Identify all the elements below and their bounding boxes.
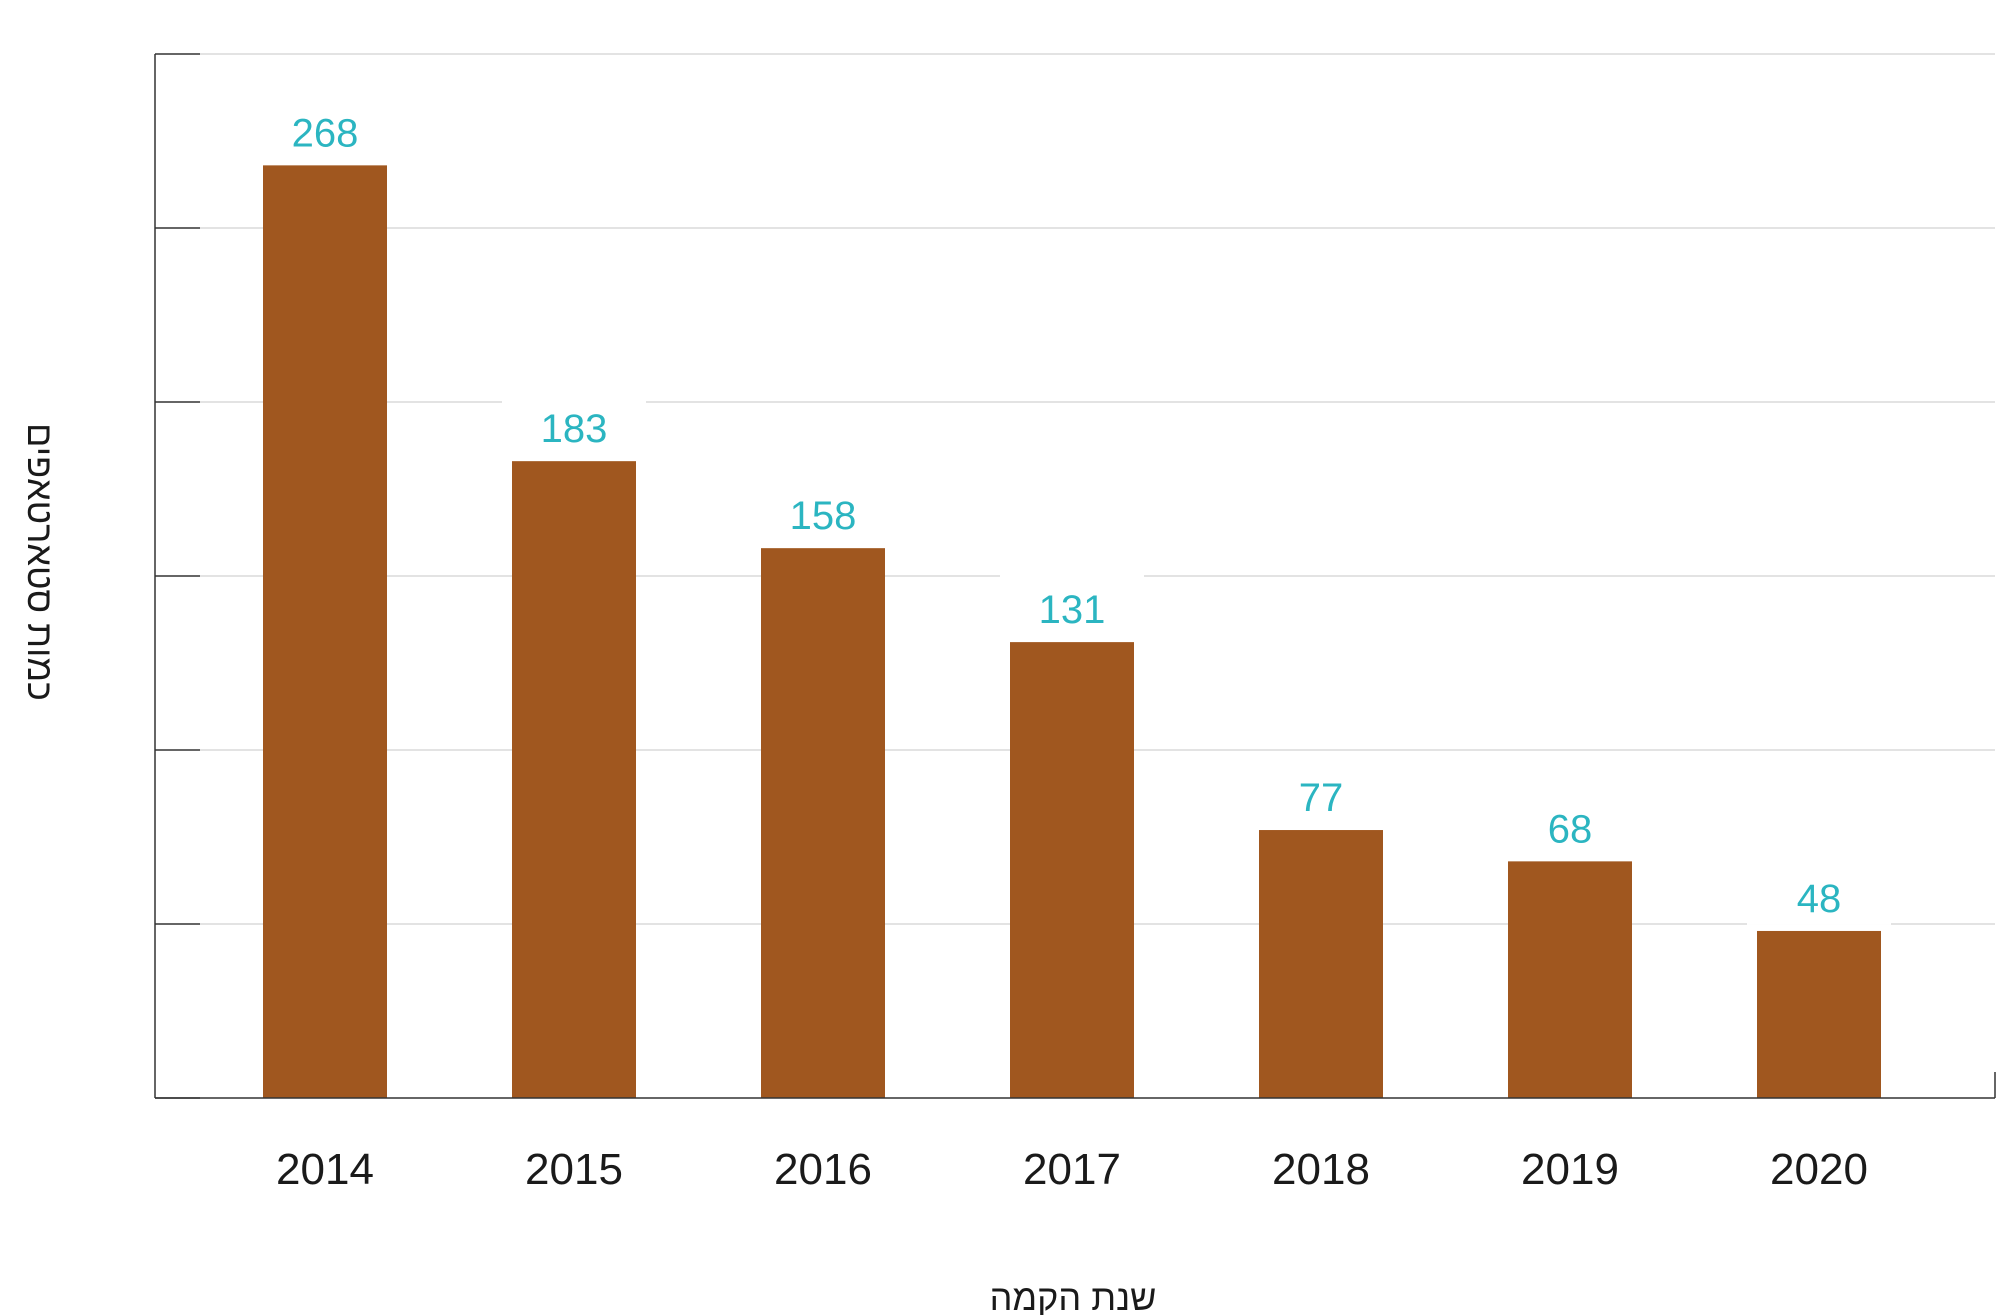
data-label-backdrop xyxy=(1498,791,1642,856)
x-tick-label: 2018 xyxy=(1272,1145,1370,1194)
data-label: 268 xyxy=(292,111,359,155)
data-label-backdrop xyxy=(751,478,895,543)
axes xyxy=(154,53,1996,1099)
x-axis-title: שנת הקמה xyxy=(990,1277,1157,1315)
data-label: 77 xyxy=(1299,776,1344,820)
bar xyxy=(1259,830,1383,1098)
bar xyxy=(512,461,636,1098)
x-tick-label: 2020 xyxy=(1770,1145,1868,1194)
x-tick-label: 2017 xyxy=(1023,1145,1121,1194)
data-label: 48 xyxy=(1797,877,1842,921)
data-label-backdrop xyxy=(1000,572,1144,637)
bar xyxy=(1757,930,1881,1098)
data-label: 158 xyxy=(790,494,857,538)
x-tick-label: 2015 xyxy=(525,1145,623,1194)
data-label-backdrop xyxy=(253,95,397,160)
x-tick-labels: 2014 2015 2016 2017 2018 2019 2020 xyxy=(276,1145,1868,1194)
data-label-backdrop xyxy=(1747,860,1891,925)
data-label: 131 xyxy=(1039,588,1106,632)
bar xyxy=(1508,861,1632,1098)
bar xyxy=(1010,642,1134,1098)
data-label-backdrop xyxy=(502,391,646,456)
x-tick-label: 2016 xyxy=(774,1145,872,1194)
y-axis-title: כמות סטארטאפים xyxy=(20,423,61,701)
x-tick-label: 2014 xyxy=(276,1145,374,1194)
bar xyxy=(761,548,885,1098)
data-label: 183 xyxy=(541,407,608,451)
bar xyxy=(263,165,387,1099)
data-label-backdrop xyxy=(1249,760,1393,825)
data-labels: 268 183 158 131 77 68 48 xyxy=(253,95,1891,925)
x-tick-label: 2019 xyxy=(1521,1145,1619,1194)
data-label: 68 xyxy=(1548,807,1593,851)
bars xyxy=(263,165,1881,1099)
